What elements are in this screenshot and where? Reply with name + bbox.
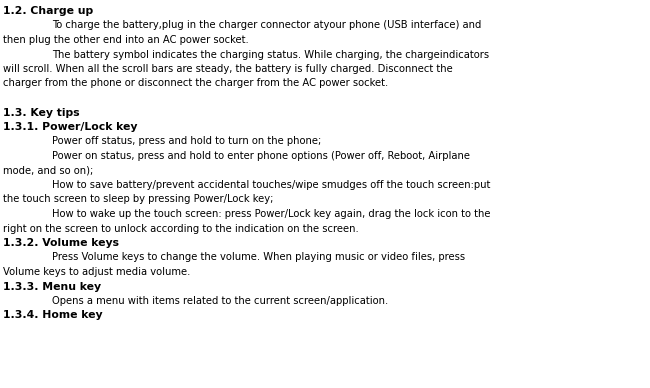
- Text: 1.3.4. Home key: 1.3.4. Home key: [3, 310, 103, 320]
- Text: Power off status, press and hold to turn on the phone;: Power off status, press and hold to turn…: [52, 137, 321, 147]
- Text: The battery symbol indicates the charging status. While charging, the chargeindi: The battery symbol indicates the chargin…: [52, 50, 489, 59]
- Text: 1.2. Charge up: 1.2. Charge up: [3, 6, 93, 16]
- Text: the touch screen to sleep by pressing Power/Lock key;: the touch screen to sleep by pressing Po…: [3, 194, 274, 204]
- Text: 1.3.1. Power/Lock key: 1.3.1. Power/Lock key: [3, 122, 138, 132]
- Text: Power on status, press and hold to enter phone options (Power off, Reboot, Airpl: Power on status, press and hold to enter…: [52, 151, 470, 161]
- Text: right on the screen to unlock according to the indication on the screen.: right on the screen to unlock according …: [3, 223, 359, 234]
- Text: 1.3.3. Menu key: 1.3.3. Menu key: [3, 282, 101, 291]
- Text: mode, and so on);: mode, and so on);: [3, 166, 93, 175]
- Text: charger from the phone or disconnect the charger from the AC power socket.: charger from the phone or disconnect the…: [3, 78, 388, 88]
- Text: 1.3.2. Volume keys: 1.3.2. Volume keys: [3, 238, 119, 248]
- Text: How to wake up the touch screen: press Power/Lock key again, drag the lock icon : How to wake up the touch screen: press P…: [52, 209, 491, 219]
- Text: Press Volume keys to change the volume. When playing music or video files, press: Press Volume keys to change the volume. …: [52, 253, 465, 263]
- Text: To charge the battery,plug in the charger connector atyour phone (USB interface): To charge the battery,plug in the charge…: [52, 21, 482, 31]
- Text: will scroll. When all the scroll bars are steady, the battery is fully charged. : will scroll. When all the scroll bars ar…: [3, 64, 453, 74]
- Text: then plug the other end into an AC power socket.: then plug the other end into an AC power…: [3, 35, 249, 45]
- Text: 1.3. Key tips: 1.3. Key tips: [3, 107, 79, 118]
- Text: Opens a menu with items related to the current screen/application.: Opens a menu with items related to the c…: [52, 296, 388, 306]
- Text: Volume keys to adjust media volume.: Volume keys to adjust media volume.: [3, 267, 190, 277]
- Text: How to save battery/prevent accidental touches/wipe smudges off the touch screen: How to save battery/prevent accidental t…: [52, 180, 490, 190]
